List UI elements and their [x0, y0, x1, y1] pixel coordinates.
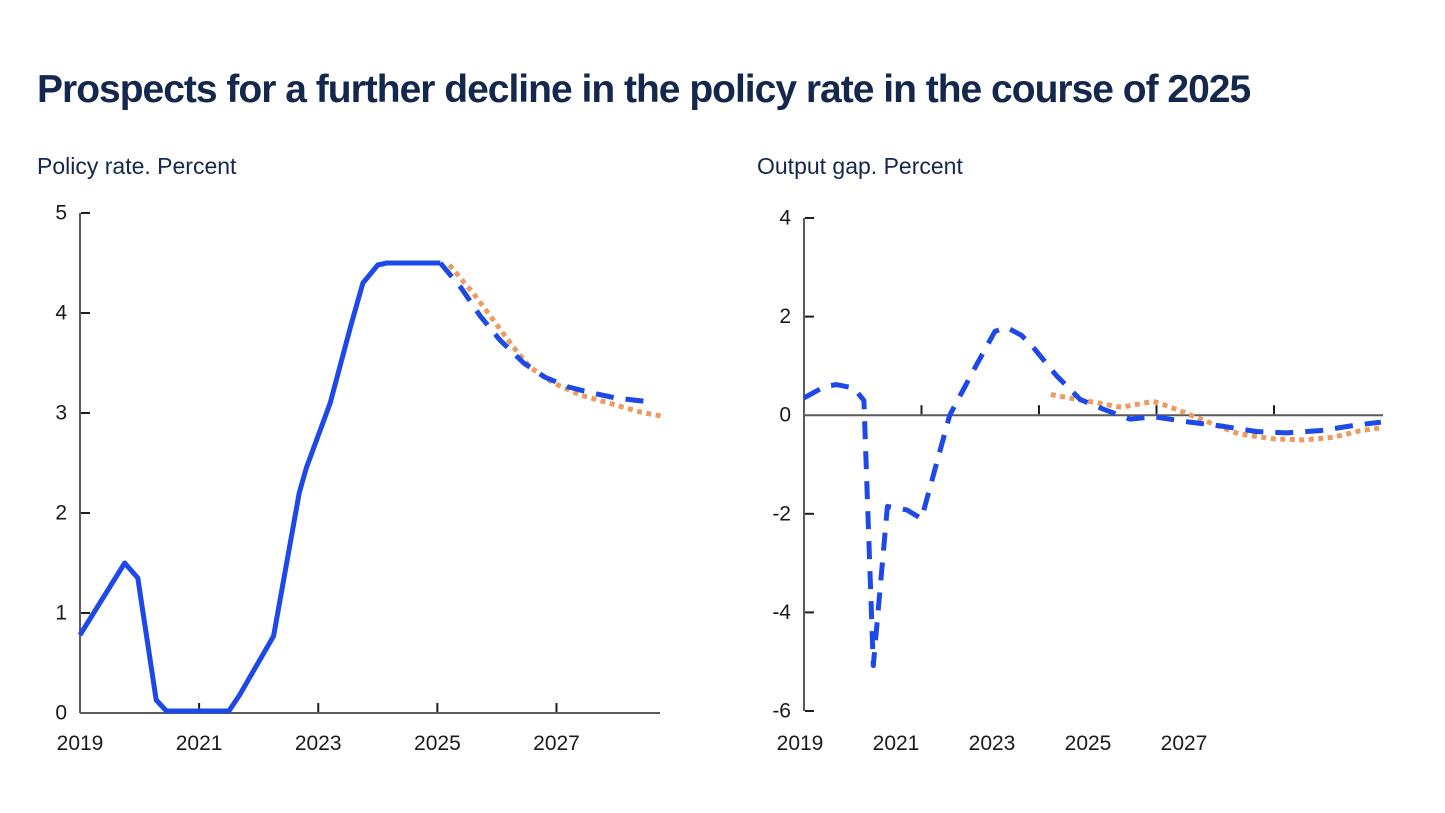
projection-line	[438, 261, 651, 405]
y-tick-label: 5	[55, 202, 67, 225]
y-tick-label: 1	[55, 602, 67, 625]
y-tick-label: 2	[779, 305, 791, 328]
y-tick-label: 3	[55, 402, 67, 425]
x-tick-label: 2027	[533, 732, 580, 755]
x-tick-label: 2023	[969, 732, 1016, 755]
output-gap-chart-subtitle: Output gap. Percent	[757, 153, 963, 179]
y-tick-label: 4	[55, 302, 67, 325]
x-tick-label: 2019	[777, 732, 824, 755]
x-tick-label: 2021	[873, 732, 920, 755]
policy-rate-chart: 0 1 2 3 4 5 2019 2021 2023 2025 2027	[55, 202, 662, 755]
previous-estimate-line	[1050, 392, 1381, 443]
output-gap-chart: -6 -4 -2 0 2 4 2019 2021 2023 2025 2027	[772, 207, 1383, 755]
y-tick-label: 0	[55, 702, 67, 725]
x-tick-label: 2023	[295, 732, 342, 755]
y-tick-label: -2	[772, 502, 791, 525]
policy-rate-chart-subtitle: Policy rate. Percent	[37, 153, 237, 179]
x-tick-label: 2021	[176, 732, 223, 755]
y-tick-label: -6	[772, 700, 791, 723]
x-tick-label: 2025	[414, 732, 461, 755]
figure-title: Prospects for a further decline in the p…	[37, 68, 1251, 112]
y-tick-label: 4	[779, 207, 791, 230]
policy-rate-line	[77, 260, 441, 714]
previous-projection-line	[447, 263, 662, 419]
x-tick-label: 2025	[1065, 732, 1112, 755]
y-tick-label: -4	[772, 601, 791, 624]
x-tick-label: 2019	[57, 732, 104, 755]
x-tick-label: 2027	[1161, 732, 1208, 755]
y-tick-label: 2	[55, 502, 67, 525]
output-gap-line	[802, 324, 1382, 669]
y-tick-label: 0	[779, 404, 791, 427]
